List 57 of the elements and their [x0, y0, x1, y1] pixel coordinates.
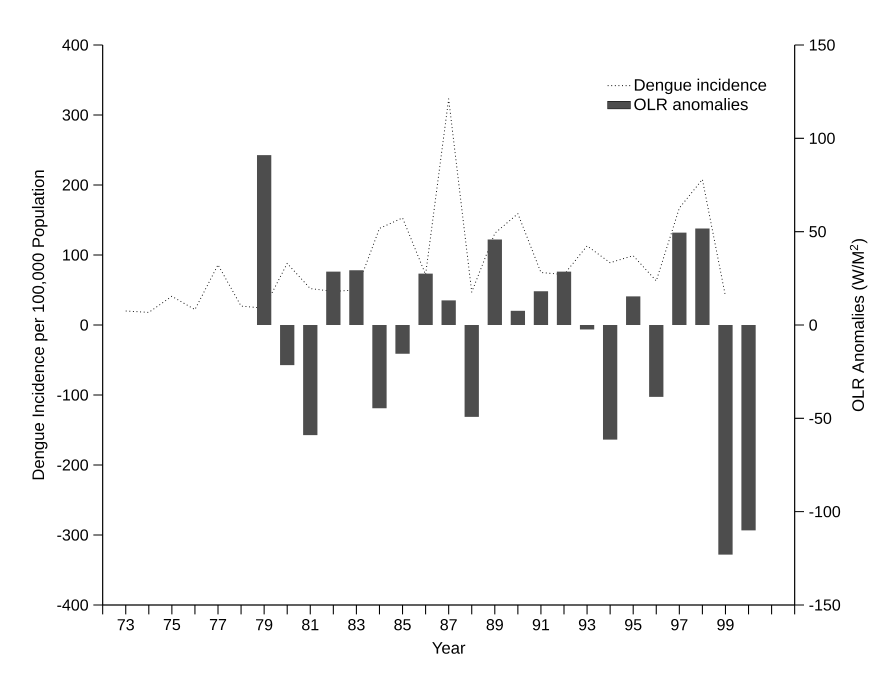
y2-tick-label: 150: [810, 39, 835, 51]
y-axis-title: Dengue Incidence per 100,000 Population: [32, 170, 48, 480]
x-tick-label: 83: [348, 619, 365, 630]
y-tick-label: 200: [62, 179, 88, 191]
y2-axis-title: OLR Anomalies (W/M$^{2}$): [850, 239, 868, 412]
y-tick-label: -400: [57, 599, 88, 611]
y2-tick-label: -50: [809, 412, 832, 424]
x-tick-label: 93: [578, 619, 596, 630]
bar: [303, 324, 318, 436]
bar: [510, 310, 526, 325]
legend-label: OLR anomalies: [634, 98, 748, 110]
y-tick-label: -200: [57, 459, 88, 471]
bar: [326, 272, 340, 325]
bar: [556, 272, 572, 325]
bar: [418, 274, 433, 325]
bar: [442, 300, 456, 325]
y2-tick-label: 100: [810, 132, 835, 144]
x-tick-label: 81: [302, 619, 318, 630]
y2-tick-label: -150: [809, 599, 840, 611]
legend-label: Dengue incidence: [634, 78, 766, 94]
bar: [488, 240, 502, 325]
x-tick-label: 77: [210, 619, 226, 630]
x-tick-label: 89: [486, 619, 503, 630]
x-tick-label: 91: [532, 619, 550, 630]
y2-tick-label: 0: [809, 319, 817, 331]
bar: [602, 324, 618, 440]
bar: [741, 324, 756, 530]
bar: [649, 324, 664, 397]
y-tick-label: -300: [57, 529, 88, 541]
bar: [395, 324, 410, 354]
bar: [464, 324, 479, 417]
x-tick-label: 79: [256, 619, 272, 630]
bar: [256, 155, 272, 325]
bar: [626, 296, 640, 325]
x-axis-title: Year: [432, 642, 466, 654]
bar: [718, 324, 733, 555]
x-tick-label: 75: [164, 619, 180, 630]
y-tick-label: 100: [63, 249, 88, 261]
y2-tick-label: -100: [809, 506, 840, 518]
bar: [580, 324, 594, 330]
x-tick-label: 97: [671, 619, 688, 630]
x-tick-label: 95: [625, 619, 642, 630]
y-tick-label: 300: [62, 109, 88, 121]
bar: [695, 228, 710, 325]
y2-tick-label: 50: [809, 226, 826, 238]
y-tick-label: -100: [57, 389, 88, 401]
bar: [349, 270, 364, 325]
y-tick-label: 0: [80, 319, 88, 331]
x-tick-label: 99: [717, 619, 734, 630]
y-tick-label: 400: [62, 39, 88, 51]
bar: [672, 232, 686, 325]
x-tick-label: 87: [440, 619, 457, 630]
bar: [280, 324, 294, 366]
x-tick-label: 85: [394, 619, 411, 630]
bar: [372, 324, 387, 408]
bar: [534, 291, 548, 325]
x-tick-label: 73: [118, 619, 134, 630]
